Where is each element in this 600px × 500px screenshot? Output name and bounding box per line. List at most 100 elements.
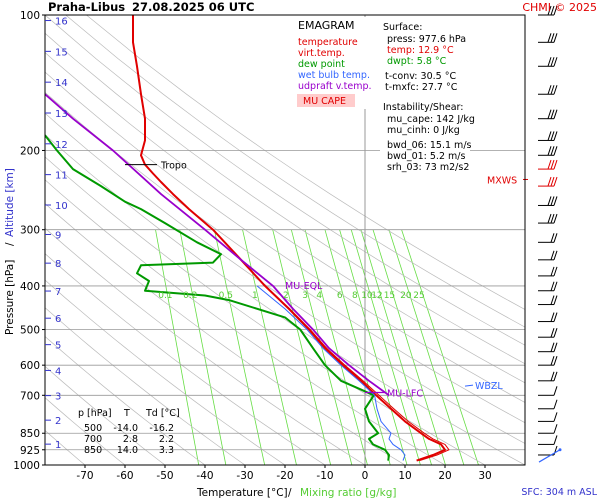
instability-mu-cape: mu_cape: 142 J/kg [387, 114, 475, 125]
wind-barb-feather [553, 57, 558, 67]
y-axis-label: Pressure [hPa] [4, 260, 16, 335]
wind-barb [538, 399, 558, 410]
mixing-ratio-label: 15 [384, 291, 395, 301]
series-wet-bulb-temp [256, 285, 406, 461]
y-tick-label: 600 [20, 360, 40, 372]
table-cell: -16.2 [149, 423, 174, 434]
series-virt-temp [132, 15, 450, 462]
surface-temp: temp: 12.9 °C [387, 45, 454, 56]
wind-barb-feather [553, 342, 558, 352]
wind-barb [538, 176, 558, 187]
wind-barb-feather [550, 196, 555, 206]
datetime-title: 27.08.2025 06 UTC [132, 0, 254, 14]
surface-press: press: 977.6 hPa [387, 34, 466, 45]
x-tick-label: 30 [478, 470, 491, 482]
wind-barb [538, 213, 558, 224]
mu-eql-label: MU-EQL [285, 281, 323, 292]
y-tick-label: 850 [20, 428, 40, 440]
wind-barb-feather [550, 85, 555, 95]
dry-adiabat-line [45, 32, 525, 365]
legend-box [295, 17, 375, 109]
wind-barb-feather [547, 159, 552, 170]
wind-barb-feather [553, 176, 558, 187]
table-cell: 2.8 [123, 434, 138, 445]
wind-barb-feather [553, 371, 558, 381]
wind-barb-feather [550, 33, 555, 43]
x-tick-label: -10 [316, 470, 333, 482]
wind-barb-feather [553, 196, 558, 206]
wind-barb-feather [553, 233, 558, 243]
altitude-tick-label: 9 [55, 230, 61, 241]
wind-barb-feather [550, 371, 555, 381]
x-tick-label: 0 [362, 470, 369, 482]
wind-barb [538, 109, 558, 120]
wind-barb [538, 371, 558, 382]
x-tick-label: -30 [236, 470, 253, 482]
wind-barb [538, 312, 558, 323]
surface-dwpt: dwpt: 5.8 °C [387, 56, 447, 67]
wind-barb-feather [553, 435, 558, 445]
surface-tmxfc: t-mxfc: 27.7 °C [385, 82, 458, 93]
altitude-tick-label: 13 [55, 109, 68, 120]
wind-barb [538, 146, 558, 156]
wind-barb [538, 250, 558, 261]
legend-temperature: temperature [298, 37, 358, 48]
table-cell: 500 [84, 423, 102, 434]
table-header-p: p [hPa] [78, 408, 112, 419]
wind-barb-feather [550, 5, 555, 16]
wind-barb-feather [547, 57, 552, 67]
mixing-ratio-line [401, 229, 479, 465]
mixing-ratio-line [372, 229, 446, 465]
instability-mu-cinh: mu_cinh: 0 J/kg [387, 125, 460, 136]
table-cell: 2.2 [159, 434, 174, 445]
mu-cape-label: MU CAPE [303, 96, 346, 107]
surface-wind-vector [538, 449, 561, 463]
x-tick-label: 10 [398, 470, 411, 482]
annotation-layer: Tropo MU-EQL MU-LFC WBZL MXWS [125, 161, 528, 399]
mixing-ratio-label: 10 [361, 291, 373, 301]
wind-barb-feather [550, 266, 555, 277]
altitude-tick-label: 16 [55, 17, 68, 28]
wind-barb-feather [550, 295, 555, 305]
wind-barb [538, 5, 558, 16]
x-axis-sep: / [288, 487, 292, 499]
wind-barb-feather [547, 176, 552, 187]
wind-barb-feather [547, 109, 552, 119]
y-tick-label: 400 [20, 281, 40, 293]
altitude-tick-label: 5 [55, 341, 61, 352]
x-axis-label: Temperature [°C] [196, 487, 288, 499]
mixing-ratio-label: 25 [413, 291, 424, 301]
wind-barb-feather [550, 328, 555, 338]
wind-barb-feather [553, 250, 558, 260]
wind-barb-feather [550, 342, 555, 352]
surface-altitude: SFC: 304 m ASL [521, 487, 597, 498]
legend-dew-point: dew point [298, 59, 345, 70]
mixing-ratio-label: 20 [400, 291, 412, 301]
station-title: Praha-Libus [48, 0, 125, 14]
tropo-label: Tropo [160, 161, 187, 172]
wind-barb-feather [553, 356, 558, 366]
wind-barb-feather [550, 356, 555, 366]
x-tick-label: -60 [116, 470, 133, 482]
wind-barb-feather [553, 5, 558, 16]
wind-barb-feather [553, 266, 558, 277]
altitude-tick-label: 7 [55, 287, 61, 298]
series-udpraft-v-temp [45, 93, 390, 397]
y-tick-label: 200 [20, 145, 40, 157]
wind-barb [538, 386, 558, 396]
wind-barb-feather [553, 85, 558, 95]
wind-barb [538, 328, 558, 338]
wind-barb-feather [553, 281, 558, 291]
credit-text: CHMI © 2025 [522, 1, 597, 14]
wind-barb-feather [550, 176, 555, 187]
wind-barb-feather [553, 213, 558, 224]
series-dew-point [45, 134, 390, 461]
mu-cape-badge [297, 94, 355, 107]
wind-barb-feather [550, 146, 555, 156]
wbzl-marker [464, 384, 474, 387]
wind-barb-feather [553, 159, 558, 170]
wind-barb-feather [550, 250, 555, 260]
wind-barb-feather [547, 85, 552, 95]
wind-barb-feather [547, 196, 552, 206]
wind-barb [538, 196, 558, 206]
